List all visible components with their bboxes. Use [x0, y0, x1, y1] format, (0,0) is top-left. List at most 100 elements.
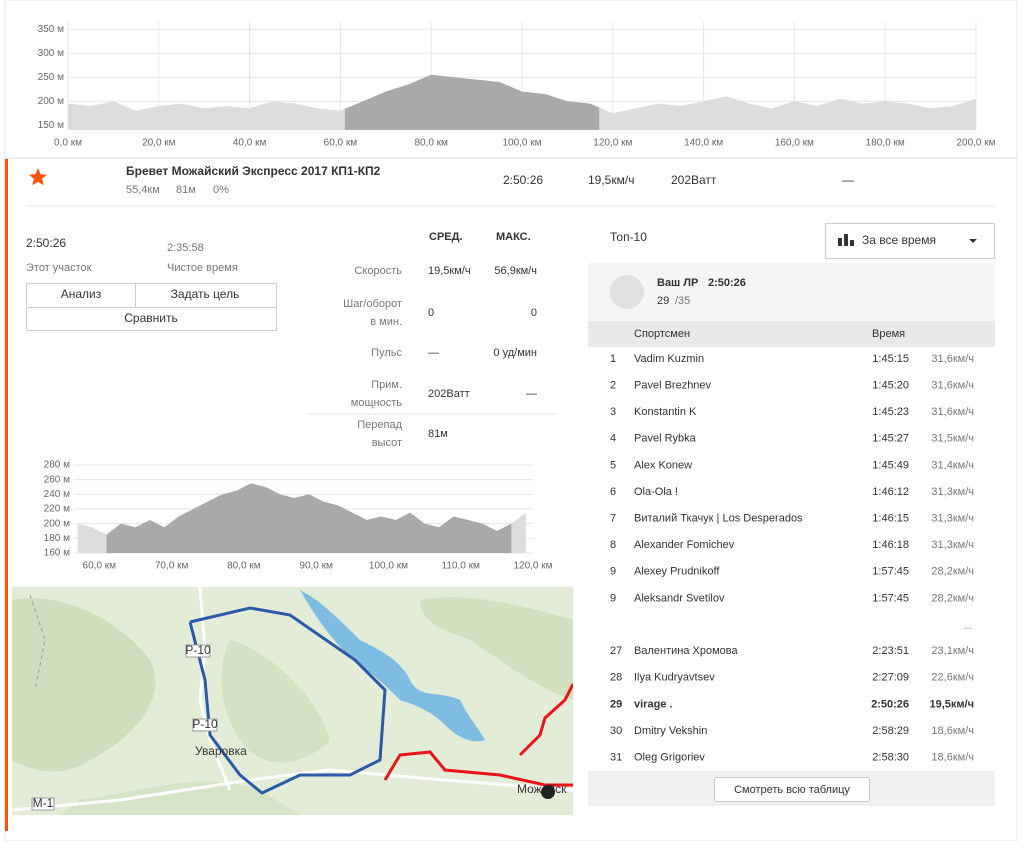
route-red: [383, 750, 573, 787]
x-tick-label: 0,0 км: [54, 138, 82, 149]
segment-elevation: 81м: [176, 184, 196, 196]
rank: 7: [610, 513, 616, 525]
athlete-name[interactable]: Vadim Kuzmin: [634, 353, 704, 365]
athlete-name[interactable]: Pavel Rybka: [634, 433, 697, 445]
segment-name[interactable]: Бревет Можайский Экспресс 2017 КП1-КП2: [126, 164, 381, 178]
athlete-name[interactable]: Alex Konew: [634, 459, 692, 471]
view-all-label[interactable]: Смотреть всю таблицу: [734, 784, 850, 796]
speed: 31,3км/ч: [931, 513, 974, 525]
rank: 31: [610, 752, 622, 764]
athlete-name[interactable]: Alexander Fomichev: [634, 539, 735, 551]
x-tick-label: 140,0 км: [684, 138, 723, 149]
rank: 5: [610, 459, 616, 471]
athlete-name[interactable]: Виталий Ткачук | Los Desperados: [634, 513, 803, 525]
stat-label: Скорость: [354, 265, 402, 277]
rank: 2: [610, 380, 616, 392]
speed: 31,4км/ч: [931, 459, 974, 471]
y-tick-label: 180 м: [44, 533, 70, 544]
road-sign: [185, 644, 211, 658]
stat-label: высот: [372, 437, 402, 449]
segment-area: [344, 74, 600, 130]
leaderboard-rows: 1 Vadim Kuzmin 1:45:15 31,6км/ч 2 Pavel Brezh…: [610, 353, 974, 764]
athlete-name[interactable]: Pavel Brezhnev: [634, 380, 712, 392]
map-label: Р-10: [192, 717, 218, 731]
moving-label: Чистое время: [167, 262, 238, 274]
x-tick-label: 80,0 км: [227, 561, 261, 572]
time: 1:45:15: [872, 353, 909, 365]
road-sign: [31, 797, 55, 811]
star-icon[interactable]: [28, 168, 48, 186]
time: 1:45:20: [872, 380, 909, 392]
athlete-name[interactable]: Dmitry Vekshin: [634, 725, 707, 737]
goal-button[interactable]: Задать цель: [171, 287, 240, 301]
x-tick-label: 60,0 км: [324, 138, 358, 149]
speed: 31,6км/ч: [931, 406, 974, 418]
athlete-name[interactable]: Aleksandr Svetilov: [634, 592, 725, 604]
athlete-name[interactable]: Alexey Prudnikoff: [634, 566, 720, 578]
athlete-name[interactable]: Oleg Grigoriev: [634, 752, 705, 764]
x-tick-label: 120,0 км: [593, 138, 632, 149]
x-tick-label: 100,0 км: [502, 138, 541, 149]
stat-avg: 0: [428, 307, 434, 319]
icon: [838, 238, 842, 246]
y-tick-label: 350 м: [38, 24, 64, 35]
elapsed-time: 2:50:26: [26, 236, 66, 250]
stat-avg: 19,5км/ч: [428, 265, 471, 277]
road: [198, 587, 232, 791]
column-header: Время: [872, 328, 905, 340]
forest: [420, 597, 573, 700]
rank: 4: [610, 433, 616, 445]
boundary: [29, 594, 46, 691]
header-power: 202Ватт: [671, 173, 717, 187]
speed: 22,6км/ч: [931, 672, 974, 684]
speed: 19,5км/ч: [930, 698, 975, 710]
time: 1:45:23: [872, 406, 909, 418]
stats-table: Скорость 19,5км/ч 56,9км/ч Шаг/оборот в мин.…: [343, 265, 537, 449]
elevation-chart: 160 м 180 м 200 м 220 м 240 м 260 м 280 м 60,0 …: [44, 460, 553, 572]
athlete-name[interactable]: Ola-Ola !: [634, 486, 678, 498]
y-tick-label: 260 м: [44, 474, 70, 485]
icon: [844, 234, 848, 246]
stat-label: Перепад: [357, 419, 402, 431]
athlete-name[interactable]: Konstantin K: [634, 406, 697, 418]
icon: [850, 240, 854, 246]
speed: 31,3км/ч: [931, 486, 974, 498]
header-time: 2:50:26: [503, 173, 543, 187]
x-tick-label: 90,0 км: [299, 561, 333, 572]
ellipsis: ...: [963, 620, 972, 632]
segment-grade: 0%: [213, 184, 229, 196]
caret: [969, 239, 977, 243]
y-tick-label: 240 м: [44, 489, 70, 500]
athlete-name[interactable]: Валентина Хромова: [634, 645, 738, 657]
forest: [12, 598, 156, 772]
time: 2:23:51: [872, 645, 909, 657]
athlete-name[interactable]: Ilya Kudryavtsev: [634, 672, 715, 684]
time: 2:50:26: [871, 698, 909, 710]
max-header: МАКС.: [496, 231, 531, 243]
map-label: Уваровка: [195, 744, 247, 758]
moving-time: 2:35:58: [167, 242, 204, 254]
forest: [221, 640, 330, 763]
athlete-name[interactable]: virage .: [634, 698, 673, 710]
filter-label[interactable]: За все время: [862, 233, 936, 247]
stat-label: мощность: [351, 397, 402, 409]
compare-button[interactable]: Сравнить: [124, 311, 177, 325]
time: 1:46:15: [872, 513, 909, 525]
rank: 9: [610, 566, 616, 578]
map[interactable]: Р-10 Р-10 Уваровка М-1 Можайск: [12, 587, 573, 815]
analyze-button[interactable]: Анализ: [61, 287, 102, 301]
stat-label: Шаг/оборот: [343, 298, 402, 310]
x-tick-label: 20,0 км: [142, 138, 176, 149]
time: 1:45:49: [872, 459, 909, 471]
road: [12, 768, 573, 812]
stat-max: 0: [531, 307, 537, 319]
view-all-button[interactable]: [714, 777, 870, 802]
speed: 28,2км/ч: [931, 592, 974, 604]
rank: 9: [610, 592, 616, 604]
rank: 8: [610, 539, 616, 551]
segment-distance: 55,4км: [126, 184, 160, 196]
time: 1:46:12: [872, 486, 909, 498]
pr-rank: 29: [657, 295, 669, 307]
y-tick-label: 150 м: [38, 120, 64, 131]
